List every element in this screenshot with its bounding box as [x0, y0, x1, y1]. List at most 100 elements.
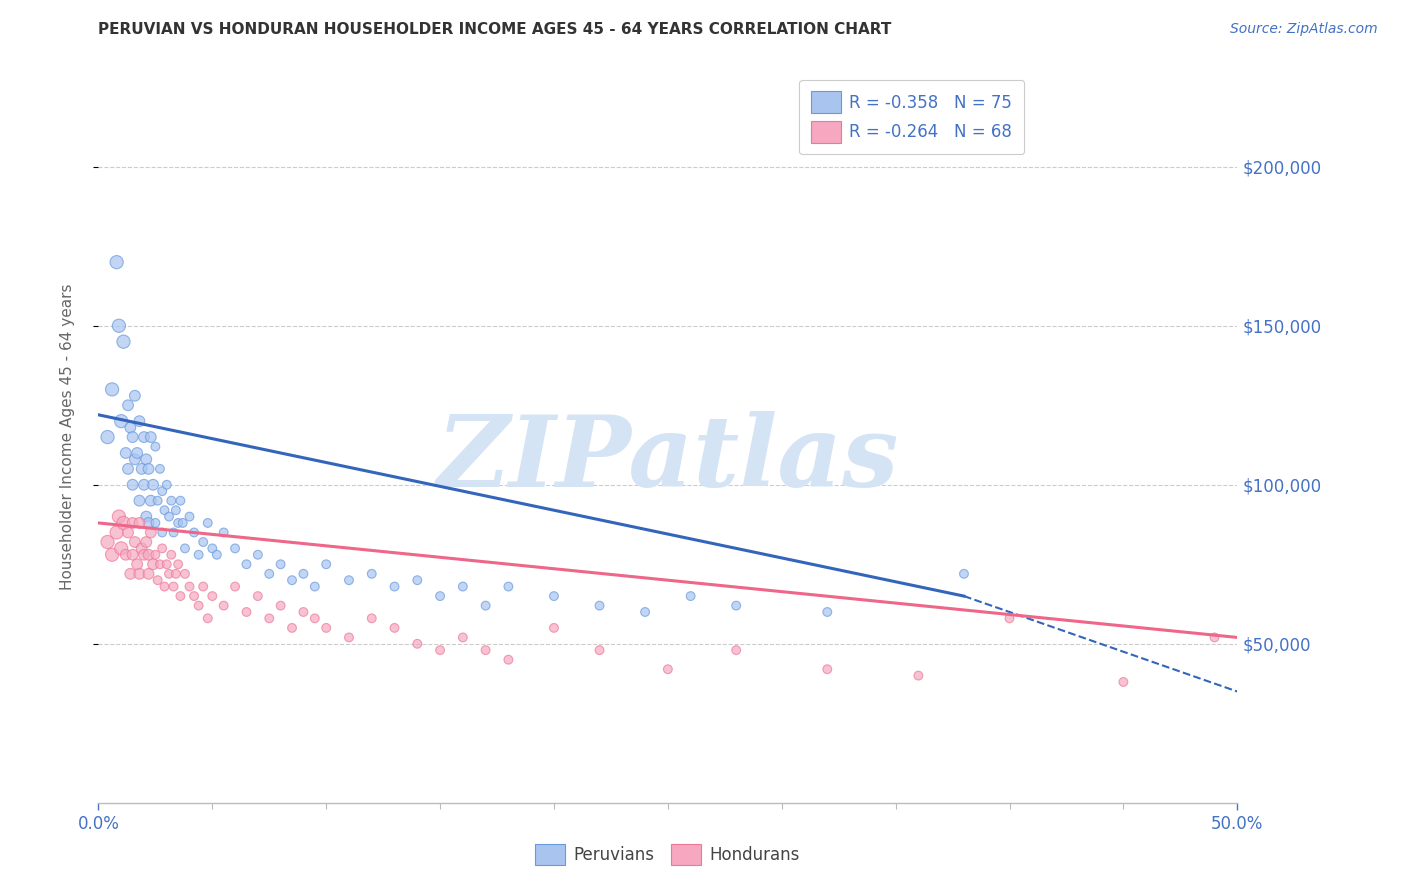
Point: [270, 558, 292, 572]
Point: [153, 503, 176, 517]
Point: [138, 566, 160, 581]
Point: [142, 558, 165, 572]
Point: [117, 462, 139, 476]
Point: [406, 573, 429, 587]
Point: [292, 566, 315, 581]
Point: [337, 573, 360, 587]
Point: [153, 580, 176, 594]
Point: [187, 548, 209, 562]
Point: [384, 621, 406, 635]
Point: [246, 548, 269, 562]
Point: [634, 605, 657, 619]
Point: [212, 525, 235, 540]
Point: [451, 631, 474, 645]
Point: [498, 653, 520, 667]
Point: [128, 566, 150, 581]
Point: [145, 516, 167, 530]
Point: [121, 516, 143, 530]
Point: [281, 621, 304, 635]
Point: [543, 589, 565, 603]
Point: [120, 566, 142, 581]
Point: [156, 558, 179, 572]
Point: [145, 548, 167, 562]
Point: [105, 525, 128, 540]
Point: [101, 383, 124, 397]
Point: [162, 525, 184, 540]
Point: [120, 420, 142, 434]
Point: [815, 662, 838, 676]
Point: [474, 599, 496, 613]
Point: [138, 516, 160, 530]
Point: [96, 430, 118, 444]
Point: [131, 541, 153, 556]
Point: [167, 516, 190, 530]
Point: [201, 589, 224, 603]
Point: [135, 535, 157, 549]
Point: [114, 446, 136, 460]
Point: [212, 599, 235, 613]
Point: [101, 548, 124, 562]
Point: [146, 573, 169, 587]
Point: [150, 484, 173, 499]
Point: [360, 611, 382, 625]
Point: [132, 477, 155, 491]
Point: [259, 566, 281, 581]
Point: [105, 255, 128, 269]
Point: [110, 541, 132, 556]
Point: [162, 580, 184, 594]
Point: [179, 580, 201, 594]
Point: [108, 318, 131, 333]
Point: [360, 566, 382, 581]
Point: [167, 558, 190, 572]
Point: [292, 605, 315, 619]
Point: [142, 477, 165, 491]
Point: [315, 621, 337, 635]
Point: [197, 611, 219, 625]
Point: [429, 589, 451, 603]
Point: [165, 503, 187, 517]
Point: [246, 589, 269, 603]
Point: [953, 566, 976, 581]
Point: [108, 509, 131, 524]
Point: [165, 566, 187, 581]
Point: [135, 452, 157, 467]
Point: [406, 637, 429, 651]
Point: [127, 446, 149, 460]
Point: [193, 580, 215, 594]
Point: [224, 541, 246, 556]
Point: [179, 509, 201, 524]
Point: [150, 541, 173, 556]
Point: [907, 668, 929, 682]
Point: [169, 589, 191, 603]
Point: [235, 605, 257, 619]
Point: [128, 516, 150, 530]
Point: [132, 430, 155, 444]
Point: [679, 589, 702, 603]
Point: [1112, 675, 1135, 690]
Point: [205, 548, 228, 562]
Point: [121, 548, 143, 562]
Point: [146, 493, 169, 508]
Point: [259, 611, 281, 625]
Point: [157, 509, 180, 524]
Point: [169, 493, 191, 508]
Point: [114, 548, 136, 562]
Point: [127, 558, 149, 572]
Point: [121, 477, 143, 491]
Point: [270, 599, 292, 613]
Point: [304, 611, 326, 625]
Point: [112, 516, 135, 530]
Point: [183, 589, 205, 603]
Point: [149, 558, 172, 572]
Point: [451, 580, 474, 594]
Point: [149, 462, 172, 476]
Point: [131, 462, 153, 476]
Point: [998, 611, 1021, 625]
Point: [172, 516, 194, 530]
Point: [588, 643, 610, 657]
Point: [429, 643, 451, 657]
Point: [139, 493, 162, 508]
Point: [139, 430, 162, 444]
Text: ZIPatlas: ZIPatlas: [437, 411, 898, 508]
Point: [150, 525, 173, 540]
